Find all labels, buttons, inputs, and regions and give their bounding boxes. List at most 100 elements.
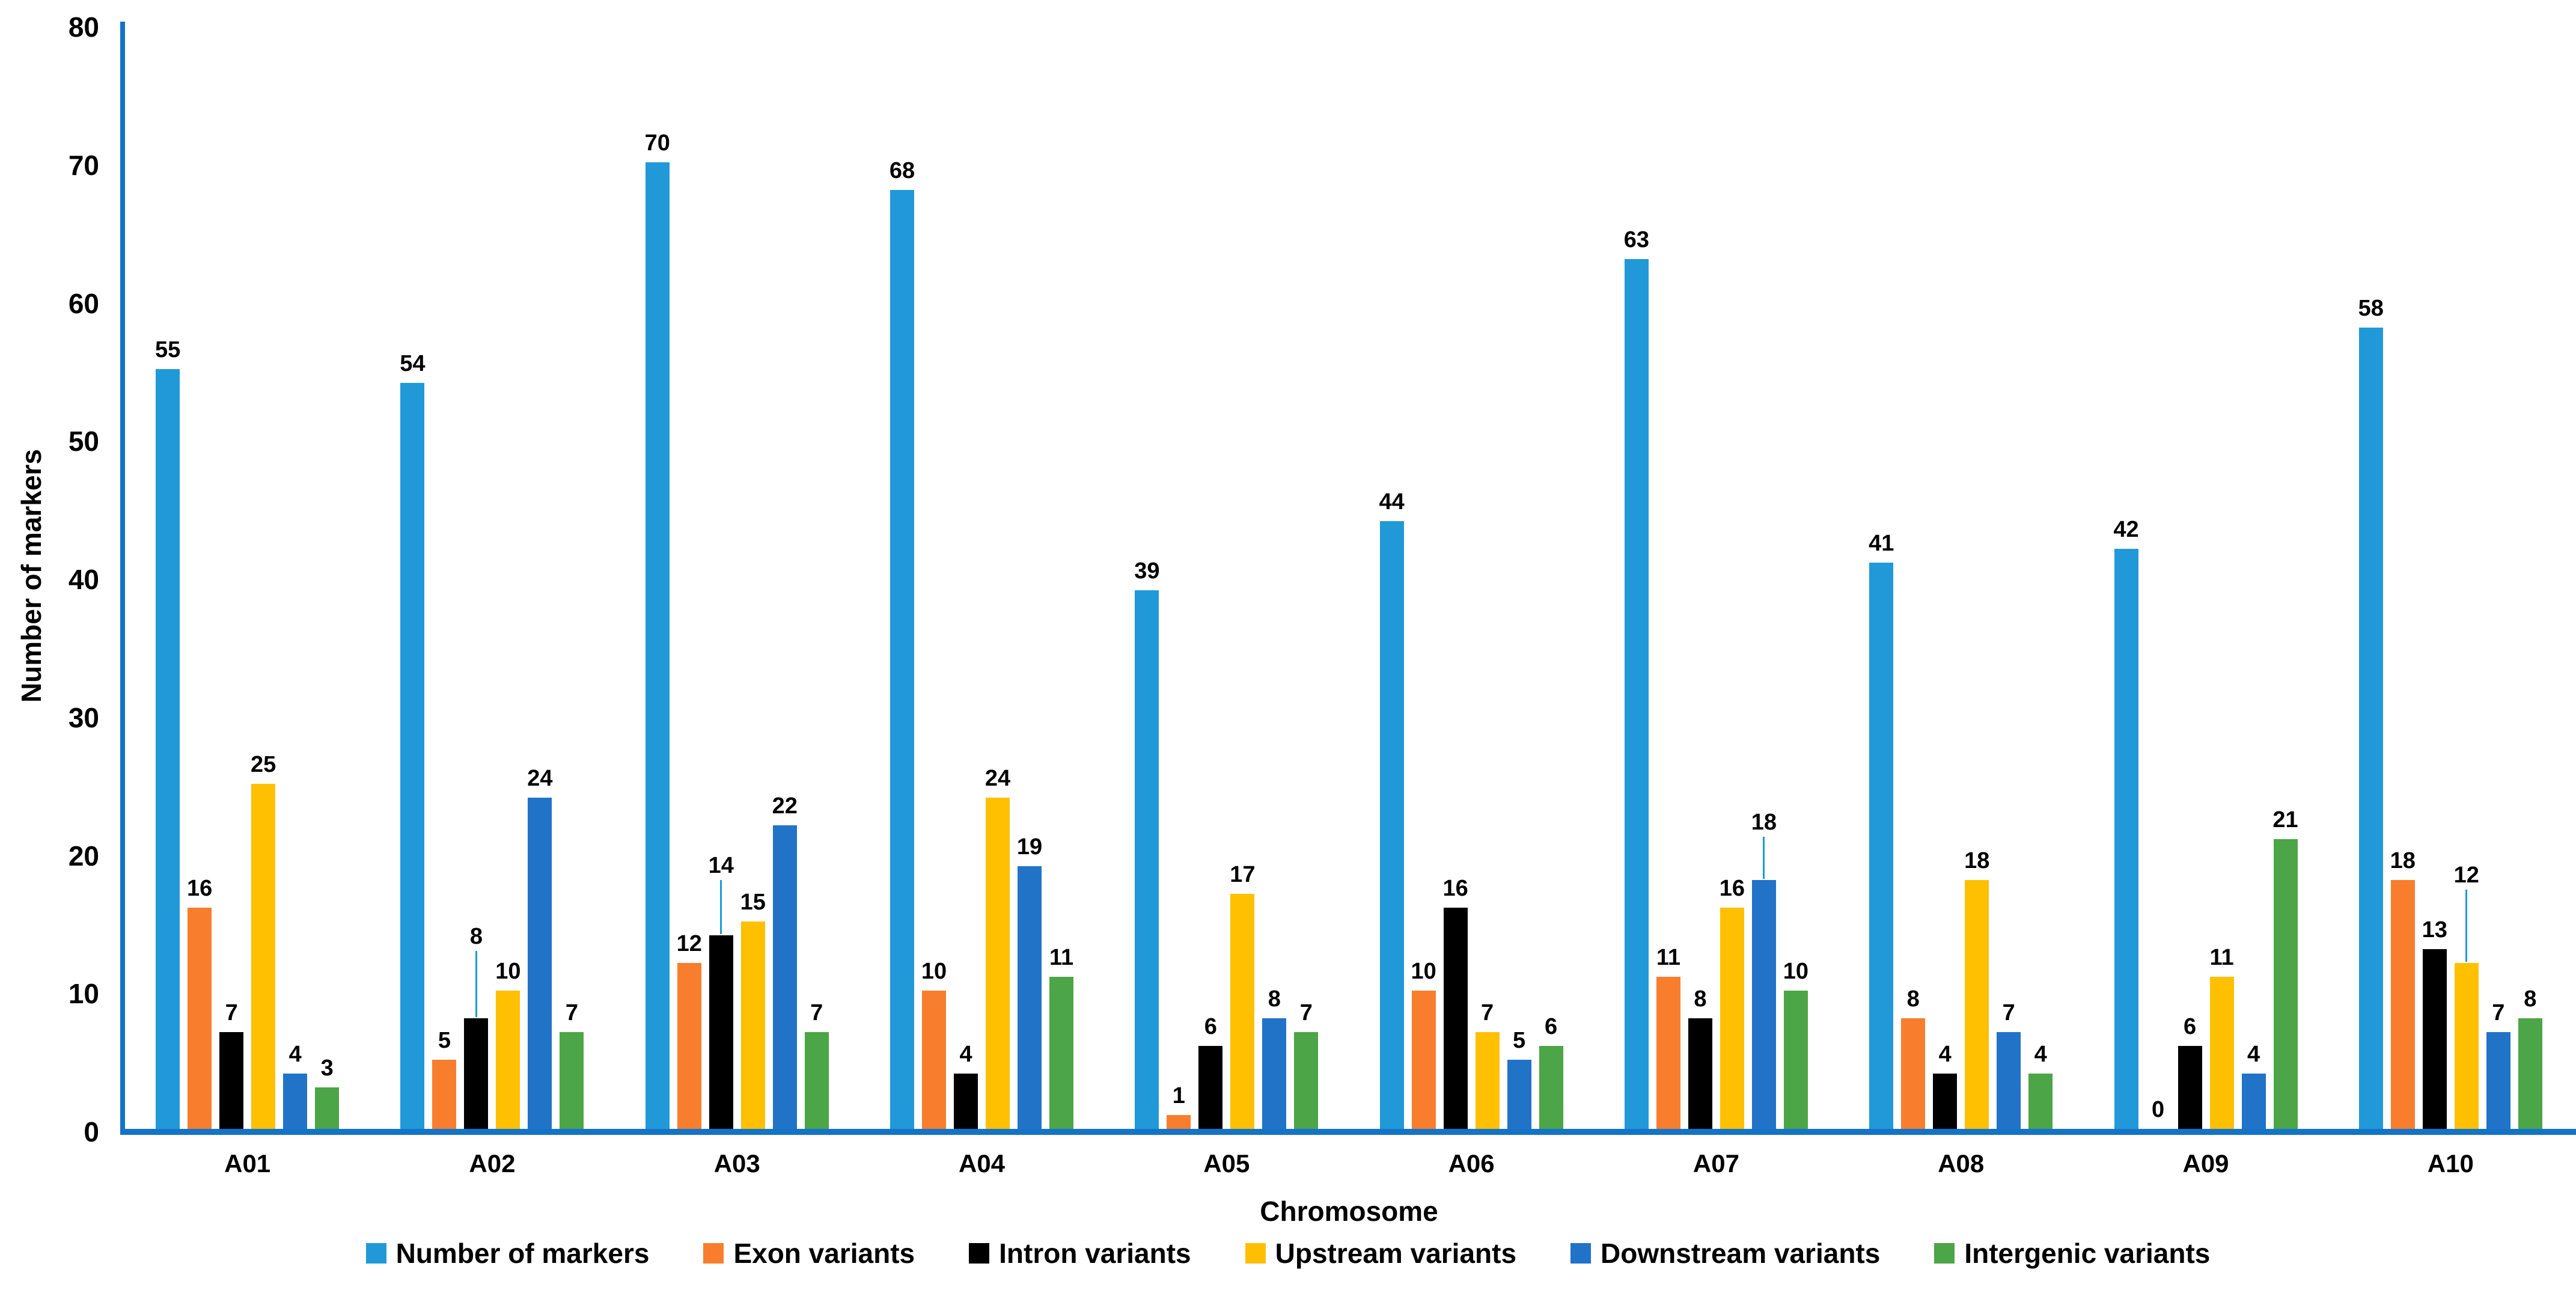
legend-item: Intergenic variants — [1934, 1237, 2210, 1270]
bar-column: 63 — [1624, 228, 1649, 1129]
bar-value-label: 8 — [1694, 986, 1707, 1012]
bar-column: 7 — [1294, 1000, 1319, 1129]
bar-column: 12 — [2454, 863, 2479, 1129]
x-category-label: A06 — [1448, 1149, 1495, 1178]
bar-column: 4 — [1933, 1042, 1958, 1129]
x-category-label: A01 — [224, 1149, 271, 1178]
legend-swatch — [703, 1243, 724, 1264]
bar-value-label: 16 — [1442, 876, 1468, 902]
bar-column: 0 — [2146, 1098, 2170, 1129]
bar-group: 42 0 6 11 4 21 — [2083, 24, 2328, 1129]
bar-value-label: 41 — [1869, 531, 1894, 557]
bar-value-label: 8 — [2524, 986, 2537, 1012]
bar-column: 17 — [1230, 862, 1256, 1129]
bar — [2209, 977, 2234, 1129]
bar-value-label: 7 — [225, 1000, 238, 1026]
bar-value-label: 7 — [1299, 1000, 1313, 1026]
bar — [1539, 1046, 1563, 1129]
bar-value-label: 8 — [469, 924, 483, 950]
bar-value-label: 11 — [1049, 945, 1074, 971]
bar-column: 21 — [2272, 808, 2298, 1129]
bar — [2178, 1046, 2202, 1129]
bar-value-label: 58 — [2358, 296, 2384, 322]
bar — [2518, 1018, 2542, 1129]
bar-value-label: 7 — [1481, 1000, 1494, 1026]
legend-swatch — [1245, 1243, 1266, 1264]
bar-value-label: 11 — [1656, 945, 1681, 971]
bar — [188, 908, 212, 1129]
bar — [804, 1032, 829, 1129]
bar-column: 10 — [1411, 959, 1436, 1129]
legend-swatch — [1570, 1243, 1592, 1264]
bar — [315, 1087, 340, 1129]
bar-group: 39 1 6 17 8 7 — [1104, 24, 1349, 1129]
bar-column: 68 — [890, 159, 915, 1129]
bar-value-label: 4 — [2034, 1042, 2047, 1068]
bar-column: 13 — [2422, 918, 2447, 1129]
bar-value-label: 8 — [1906, 986, 1920, 1012]
legend-label: Intron variants — [999, 1238, 1191, 1269]
x-category-label: A04 — [959, 1149, 1006, 1178]
legend-label: Downstream variants — [1601, 1238, 1881, 1269]
bar — [954, 1074, 978, 1129]
bar-column: 7 — [219, 1000, 244, 1129]
bar-value-label: 25 — [251, 751, 276, 777]
legend-item: Exon variants — [703, 1237, 915, 1270]
bar — [1198, 1046, 1223, 1129]
bar-column: 39 — [1134, 558, 1160, 1129]
bar-column: 5 — [1507, 1028, 1531, 1129]
bar — [1656, 977, 1680, 1129]
bar — [1475, 1032, 1500, 1129]
bar-column: 41 — [1869, 531, 1894, 1129]
bar-value-label: 7 — [810, 1000, 823, 1026]
bar — [1869, 563, 1894, 1129]
bar-column: 19 — [1016, 834, 1043, 1129]
bar — [740, 921, 765, 1129]
legend-swatch — [969, 1243, 990, 1264]
bar-group: 41 8 4 18 7 4 — [1839, 24, 2083, 1129]
legend-label: Upstream variants — [1275, 1238, 1517, 1269]
bar-value-label: 7 — [2002, 1000, 2015, 1026]
bar — [528, 797, 552, 1129]
bar-group: 44 10 16 7 5 6 — [1349, 24, 1593, 1129]
bar-column: 15 — [740, 890, 766, 1129]
y-tick-label: 10 — [68, 978, 99, 1010]
bar-value-label: 4 — [1938, 1042, 1952, 1068]
bar-column: 54 — [400, 351, 426, 1129]
bar-column: 18 — [1751, 810, 1777, 1129]
bar-column: 10 — [1783, 959, 1808, 1129]
bar-value-label: 39 — [1134, 558, 1160, 584]
bar-column: 4 — [2241, 1042, 2266, 1129]
bar-column: 18 — [1964, 849, 1989, 1129]
bar — [709, 935, 733, 1129]
bar-column: 11 — [2209, 946, 2234, 1129]
bar-value-label: 6 — [2183, 1014, 2197, 1040]
bar — [1624, 258, 1649, 1129]
bar-value-label: 10 — [495, 959, 521, 985]
bar — [2114, 549, 2138, 1129]
bar — [1379, 521, 1404, 1129]
bar-group: 70 12 14 15 22 7 — [615, 24, 859, 1129]
bar-value-label: 54 — [400, 351, 426, 377]
bar-value-label: 8 — [1268, 986, 1281, 1012]
bar — [156, 369, 180, 1129]
bar — [1411, 991, 1436, 1129]
x-category-label: A08 — [1938, 1149, 1985, 1178]
bar-column: 1 — [1167, 1084, 1191, 1129]
y-tick-label: 40 — [68, 564, 99, 595]
bar-column: 58 — [2358, 296, 2384, 1129]
bar — [1933, 1074, 1958, 1129]
bar-value-label: 10 — [1411, 959, 1436, 985]
x-category-label: A07 — [1692, 1149, 1739, 1178]
x-category-label: A10 — [2427, 1149, 2474, 1178]
bar — [2422, 949, 2447, 1129]
bar — [1294, 1032, 1319, 1129]
bar-value-label: 22 — [772, 793, 798, 819]
bar-value-label: 17 — [1230, 862, 1256, 888]
bar-value-label: 15 — [740, 890, 766, 915]
y-tick-label: 30 — [68, 701, 99, 733]
bar — [2028, 1074, 2053, 1129]
bar-value-label: 4 — [959, 1042, 972, 1068]
bar-value-label: 19 — [1016, 834, 1043, 860]
bar-group: 54 5 8 10 24 7 — [370, 24, 614, 1129]
